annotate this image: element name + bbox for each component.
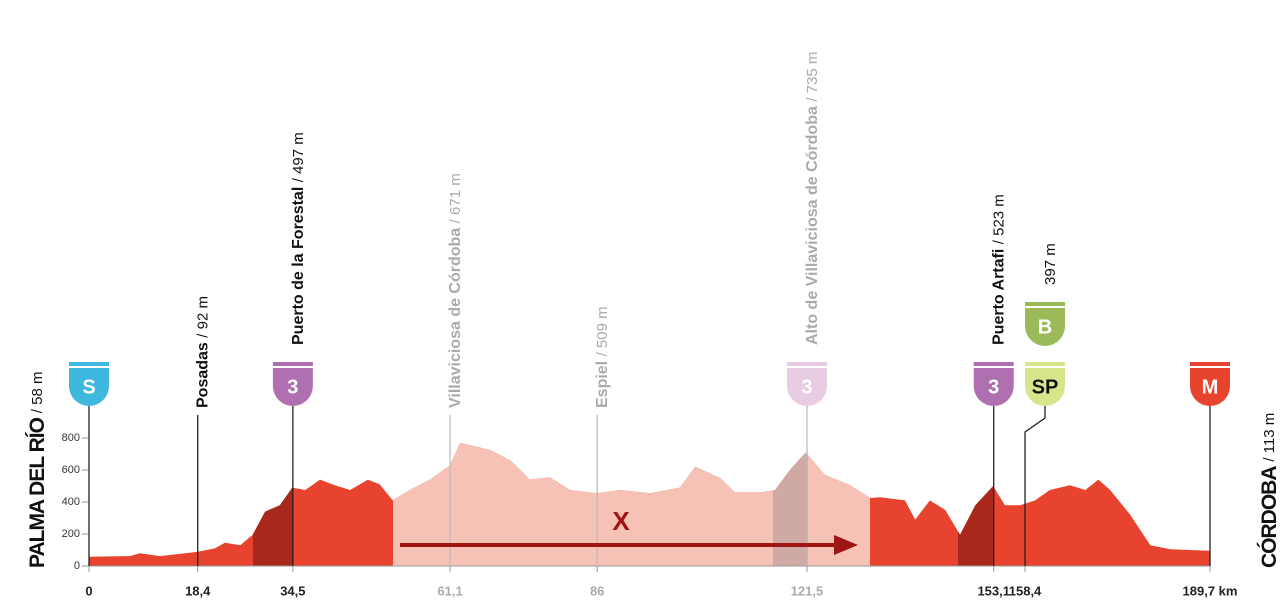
waypoint-name: Villaviciosa de Córdoba — [447, 228, 464, 408]
endpoint-altitude: / 58 m — [29, 372, 46, 414]
endpoint-label: CÓRDOBA / 113 m — [1257, 413, 1280, 568]
x-tick-label: 158,4 — [1009, 583, 1042, 598]
endpoint-altitude: / 113 m — [1261, 413, 1278, 462]
x-tick-label: 86 — [590, 583, 604, 598]
waypoint-line — [1024, 406, 1046, 566]
waypoint-altitude: / 671 m — [447, 173, 464, 223]
badge-cap — [69, 362, 109, 366]
endpoint-name: PALMA DEL RÍO — [26, 417, 49, 568]
badge-shield — [1025, 368, 1065, 406]
badge-cap — [1025, 362, 1065, 366]
x-tick-label: 0 — [85, 583, 92, 598]
x-tick-label: 189,7 km — [1183, 583, 1238, 598]
waypoint-label: Espiel / 509 m — [594, 306, 611, 408]
waypoint-altitude: / 92 m — [195, 296, 212, 338]
waypoint-label: Alto de Villaviciosa de Córdoba / 735 m — [804, 52, 821, 345]
neutral-label: X — [612, 506, 630, 536]
y-tick-label: 0 — [74, 560, 80, 572]
waypoint-altitude: / 735 m — [804, 52, 821, 102]
badge-cap — [973, 362, 1014, 366]
endpoint-name: CÓRDOBA — [1257, 466, 1280, 568]
waypoint-label: Villaviciosa de Córdoba / 671 m — [447, 173, 464, 408]
badge-cap — [786, 362, 827, 366]
waypoint-name: Espiel — [594, 361, 611, 408]
waypoint-altitude: 397 m — [1042, 243, 1059, 285]
badge-label: 3 — [287, 376, 298, 398]
badge-shield — [1190, 368, 1230, 406]
badge-shield — [1025, 308, 1065, 346]
badge-cap — [272, 362, 313, 366]
waypoint-label: Puerto Artafi / 523 m — [991, 194, 1008, 345]
waypoint-name: Puerto de la Forestal — [290, 187, 307, 345]
x-tick-label: 34,5 — [280, 583, 305, 598]
waypoint-name: Puerto Artafi — [991, 249, 1008, 345]
badge-label: M — [1202, 376, 1219, 398]
badge-cap — [1190, 362, 1230, 366]
badge-label: SP — [1032, 376, 1059, 398]
waypoint-altitude: / 509 m — [594, 306, 611, 356]
badge-shield — [973, 368, 1014, 407]
waypoint-label: Puerto de la Forestal / 497 m — [290, 132, 307, 345]
waypoint-altitude: / 523 m — [991, 194, 1008, 244]
waypoint-name: Alto de Villaviciosa de Córdoba — [804, 106, 821, 345]
waypoint-label: Posadas / 92 m — [195, 296, 212, 408]
badge-shield — [272, 368, 313, 407]
profile-zone — [253, 442, 293, 566]
badge-cap — [1025, 302, 1065, 306]
y-tick-label: 400 — [62, 496, 80, 508]
x-tick-label: 153,1 — [977, 583, 1010, 598]
badge-label: S — [82, 376, 95, 398]
waypoint-label: 397 m — [1042, 243, 1059, 285]
profile-zone — [958, 442, 993, 566]
badge-label: 3 — [988, 376, 999, 398]
x-tick-label: 121,5 — [791, 583, 824, 598]
y-tick-label: 800 — [62, 432, 80, 444]
badge-shield — [786, 368, 827, 407]
endpoint-label: PALMA DEL RÍO / 58 m — [26, 372, 49, 568]
waypoint-altitude: / 497 m — [290, 132, 307, 182]
y-tick-label: 600 — [62, 464, 80, 476]
badge-label: 3 — [801, 376, 812, 398]
badge-shield — [69, 368, 109, 406]
y-tick-label: 200 — [62, 528, 80, 540]
waypoint-name: Posadas — [195, 342, 212, 408]
x-tick-label: 61,1 — [437, 583, 462, 598]
badge-label: B — [1038, 316, 1052, 338]
x-tick-label: 18,4 — [185, 583, 211, 598]
neutral-arrowhead — [834, 535, 858, 555]
